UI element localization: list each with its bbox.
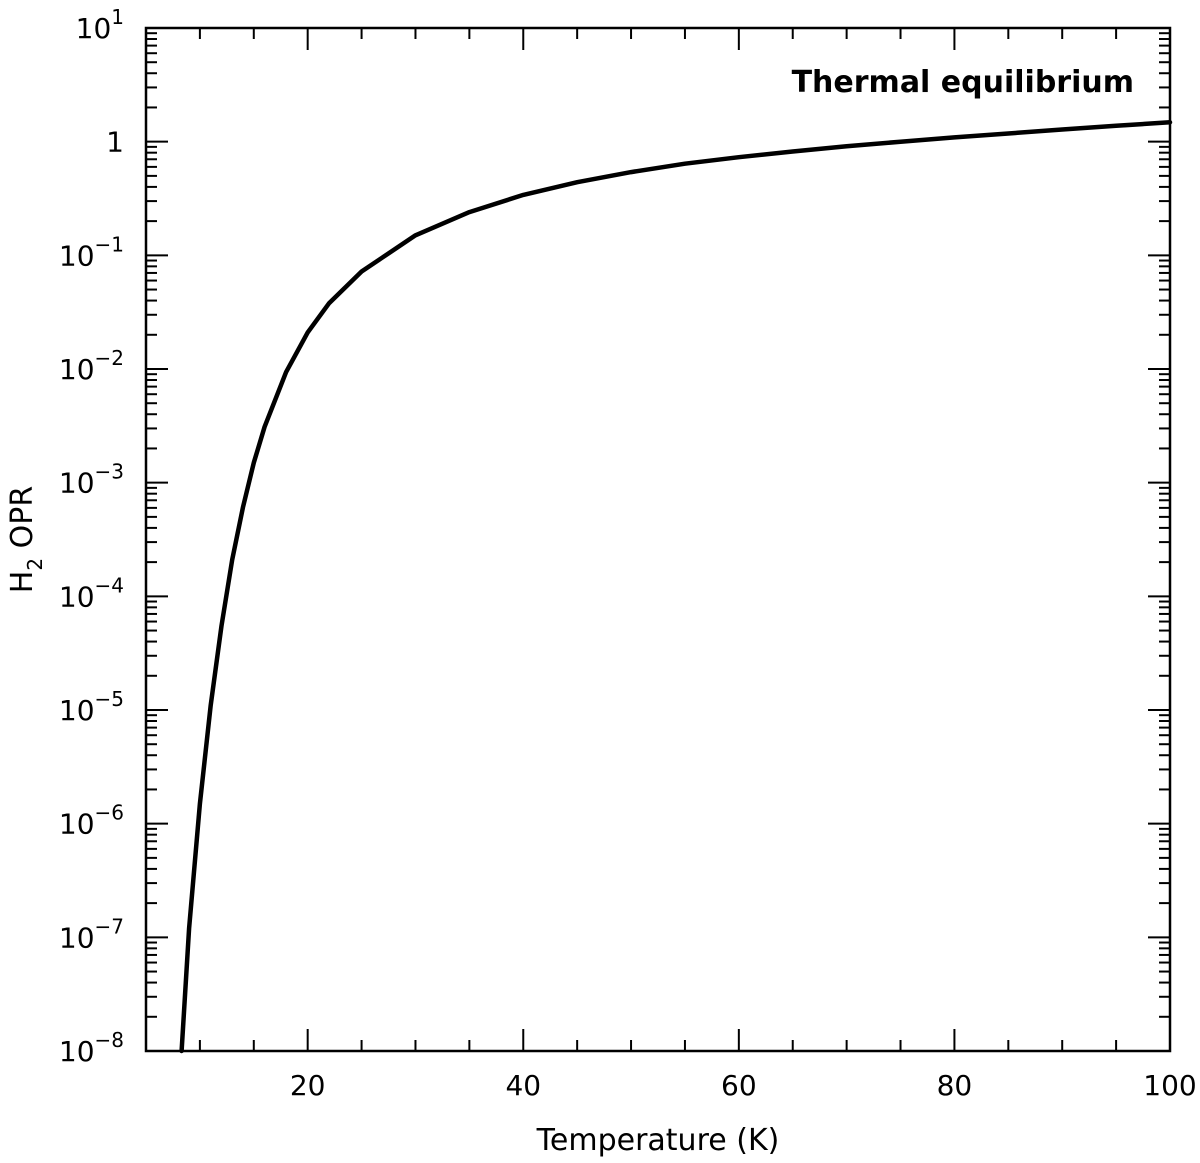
y-tick-exponent: −1 bbox=[95, 232, 124, 256]
series-line bbox=[179, 120, 1173, 1054]
x-tick-label: 80 bbox=[937, 1069, 973, 1102]
y-tick-exponent: −3 bbox=[95, 460, 124, 484]
y-tick-base: 10 bbox=[59, 467, 95, 500]
y-tick-exponent: 1 bbox=[111, 5, 124, 29]
plot-frame bbox=[144, 26, 1172, 1053]
y-tick-base: 10 bbox=[59, 808, 95, 841]
y-tick-base: 10 bbox=[59, 921, 95, 954]
y-tick-label: 101 bbox=[76, 5, 124, 45]
annotation-thermal-equilibrium: Thermal equilibrium bbox=[792, 65, 1134, 100]
x-tick-labels: 20 40 60 80 100 bbox=[290, 1069, 1197, 1102]
y-tick-label: 1 bbox=[106, 126, 124, 159]
y-tick-base: 10 bbox=[59, 694, 95, 727]
y-tick-label: 10−2 bbox=[59, 346, 124, 386]
y-tick-base: 10 bbox=[59, 1035, 95, 1068]
y-tick-exponent: −4 bbox=[95, 573, 124, 597]
x-tick-label: 60 bbox=[721, 1069, 757, 1102]
y-tick-label: 10−7 bbox=[59, 914, 124, 954]
y-tick-label: 10−1 bbox=[59, 232, 124, 272]
x-tick-label: 20 bbox=[290, 1069, 326, 1102]
y-axis-title: H2 OPR bbox=[5, 486, 47, 593]
y-tick-label: 10−6 bbox=[59, 801, 124, 841]
y-axis-title-main: H bbox=[5, 571, 40, 594]
y-tick-exponent: −2 bbox=[95, 346, 124, 370]
y-tick-label: 10−5 bbox=[59, 687, 124, 727]
x-axis-title: Temperature (K) bbox=[536, 1123, 780, 1158]
y-tick-label: 10−4 bbox=[59, 573, 124, 613]
tick-marks bbox=[145, 27, 1171, 1052]
y-tick-label: 10−8 bbox=[59, 1028, 124, 1068]
y-tick-exponent: −7 bbox=[95, 914, 124, 938]
y-axis-title-subscript: 2 bbox=[23, 558, 47, 571]
y-tick-base: 10 bbox=[76, 12, 112, 45]
y-tick-base: 10 bbox=[59, 580, 95, 613]
y-tick-label: 10−3 bbox=[59, 460, 124, 500]
x-tick-label: 100 bbox=[1143, 1069, 1196, 1102]
y-tick-base: 10 bbox=[59, 353, 95, 386]
y-tick-exponent: −6 bbox=[95, 801, 124, 825]
y-tick-exponent: −5 bbox=[95, 687, 124, 711]
x-tick-label: 40 bbox=[505, 1069, 541, 1102]
y-axis-title-rest: OPR bbox=[5, 486, 40, 558]
y-tick-base: 10 bbox=[59, 239, 95, 272]
y-tick-exponent: −8 bbox=[95, 1028, 124, 1052]
